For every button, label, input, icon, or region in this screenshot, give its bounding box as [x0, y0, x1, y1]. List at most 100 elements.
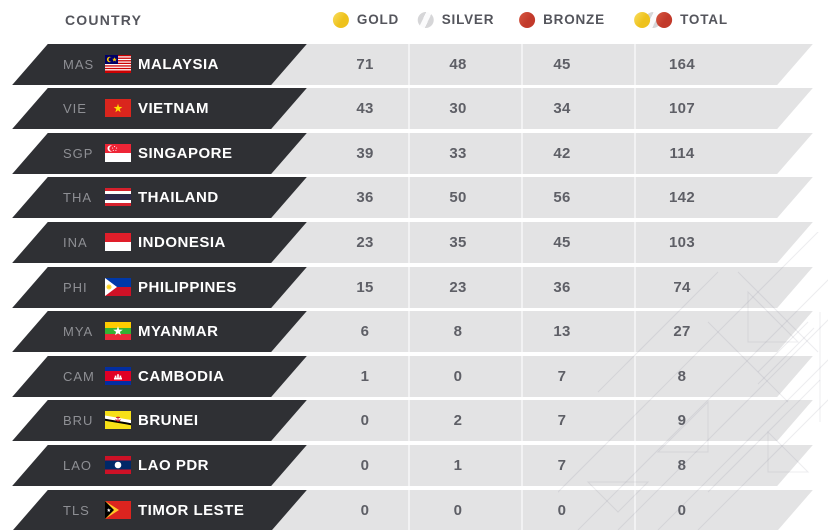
country-name: PHILIPPINES [138, 278, 237, 296]
table-row: MYA MYANMAR 6 8 13 27 [0, 311, 828, 353]
bronze-count: 7 [557, 412, 567, 430]
country-code: INA [63, 234, 88, 250]
column-divider [521, 266, 523, 308]
column-divider [634, 266, 636, 308]
total-count: 114 [669, 144, 695, 162]
column-divider [408, 355, 410, 397]
column-divider [634, 444, 636, 486]
column-divider [521, 311, 523, 353]
country-name: VIETNAM [138, 100, 209, 118]
country-code: SGP [63, 145, 94, 161]
gold-count: 43 [356, 100, 374, 118]
total-count: 142 [669, 189, 695, 207]
flag-vietnam-icon [105, 99, 131, 118]
column-divider [408, 43, 410, 85]
column-divider [521, 400, 523, 442]
country-name: MALAYSIA [138, 55, 219, 73]
flag-malaysia-icon [105, 54, 131, 73]
table-row: THA THAILAND 36 50 56 142 [0, 177, 828, 219]
bronze-count: 13 [553, 323, 571, 341]
column-divider [521, 88, 523, 130]
table-row: LAO LAO PDR 0 1 7 8 [0, 444, 828, 486]
country-code: CAM [63, 368, 95, 384]
total-column-header: TOTAL [634, 11, 728, 28]
column-divider [408, 400, 410, 442]
table-row: TLS TIMOR LESTE 0 0 0 0 [0, 489, 828, 530]
country-code: THA [63, 190, 92, 206]
total-count: 74 [673, 278, 691, 296]
flag-cambodia-icon [105, 366, 131, 385]
gold-count: 71 [356, 55, 374, 73]
flag-thailand-icon [105, 188, 131, 207]
column-divider [521, 355, 523, 397]
table-row: INA INDONESIA 23 35 45 103 [0, 221, 828, 263]
bronze-count: 0 [557, 501, 567, 519]
bronze-count: 36 [553, 278, 571, 296]
bronze-count: 34 [553, 100, 571, 118]
gold-count: 23 [356, 233, 374, 251]
country-column-header: COUNTRY [65, 12, 143, 28]
total-count: 27 [673, 323, 691, 341]
silver-medal-icon [417, 11, 434, 28]
total-count: 8 [677, 367, 687, 385]
total-label: TOTAL [680, 12, 728, 27]
column-divider [521, 489, 523, 530]
country-code: VIE [63, 101, 87, 117]
total-count: 0 [677, 501, 687, 519]
column-divider [634, 489, 636, 530]
table-row: PHI PHILIPPINES 15 23 36 74 [0, 266, 828, 308]
table-row: VIE VIETNAM 43 30 34 107 [0, 88, 828, 130]
total-medals-icon [634, 11, 673, 28]
column-divider [634, 132, 636, 174]
bronze-column-header: BRONZE [519, 11, 605, 28]
total-count: 164 [669, 55, 695, 73]
flag-laos-icon [105, 455, 131, 474]
country-code: PHI [63, 279, 88, 295]
column-divider [408, 221, 410, 263]
silver-count: 33 [449, 144, 467, 162]
silver-count: 48 [449, 55, 467, 73]
flag-timor-leste-icon [105, 500, 131, 519]
gold-count: 39 [356, 144, 374, 162]
gold-count: 36 [356, 189, 374, 207]
total-count: 8 [677, 456, 687, 474]
bronze-medal-icon [519, 11, 536, 28]
table-row: BRU BRUNEI 0 2 7 9 [0, 400, 828, 442]
bronze-count: 42 [553, 144, 571, 162]
flag-philippines-icon [105, 277, 131, 296]
column-divider [634, 177, 636, 219]
column-divider [521, 221, 523, 263]
country-code: LAO [63, 457, 93, 473]
table-row: SGP SINGAPORE 39 33 42 114 [0, 132, 828, 174]
gold-medal-icon [332, 11, 349, 28]
column-divider [521, 444, 523, 486]
silver-count: 35 [449, 233, 467, 251]
column-divider [521, 43, 523, 85]
gold-column-header: GOLD [332, 11, 399, 28]
gold-count: 6 [360, 323, 370, 341]
column-divider [408, 266, 410, 308]
column-divider [408, 489, 410, 530]
column-divider [408, 177, 410, 219]
total-count: 103 [669, 233, 695, 251]
column-divider [408, 444, 410, 486]
country-code: MAS [63, 56, 95, 72]
gold-count: 0 [360, 501, 370, 519]
silver-count: 0 [453, 501, 463, 519]
column-divider [634, 355, 636, 397]
bronze-label: BRONZE [543, 12, 605, 27]
flag-brunei-icon [105, 411, 131, 430]
silver-column-header: SILVER [417, 11, 495, 28]
total-count: 107 [669, 100, 695, 118]
country-code: BRU [63, 413, 94, 429]
country-code: TLS [63, 502, 90, 518]
column-divider [634, 88, 636, 130]
country-name: SINGAPORE [138, 144, 233, 162]
silver-count: 0 [453, 367, 463, 385]
table-header: COUNTRY GOLD SILVER BRONZE TOTAL [0, 0, 828, 43]
column-divider [634, 311, 636, 353]
country-name: LAO PDR [138, 456, 209, 474]
silver-label: SILVER [441, 12, 495, 27]
country-code: MYA [63, 324, 94, 340]
